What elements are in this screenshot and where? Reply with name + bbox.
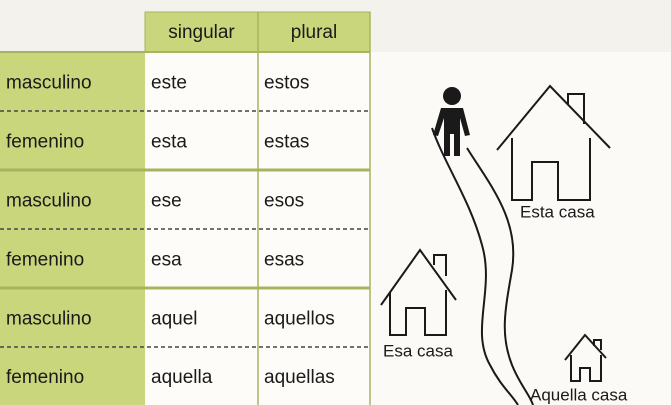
row-label-cell [0,288,145,347]
row-label: masculino [6,73,92,94]
row-label-cell [0,347,145,405]
header-text: singular [168,22,235,43]
cell-text: ese [151,191,182,212]
cell-text: esos [264,191,304,212]
house-middle [380,248,457,336]
row-label-cell [0,111,145,170]
house-near [496,84,611,201]
road-edge [466,147,534,405]
cell-text: estas [264,132,309,153]
house-label: Aquella casa [530,385,628,404]
row-label: masculino [6,191,92,212]
row-label: femenino [6,250,84,271]
row-label-cell [0,170,145,229]
cell-text: este [151,73,187,94]
road-edge [431,127,519,405]
cell-text: aquella [151,367,213,388]
header-text: plural [291,22,337,43]
cell-text: esas [264,250,304,271]
illustration-panel [370,52,671,405]
row-label: femenino [6,132,84,153]
row-label: masculino [6,309,92,330]
house-far [564,333,607,382]
person-head [443,87,461,105]
row-label-cell [0,52,145,111]
person [433,87,470,156]
person-body [433,108,470,156]
cell-text: estos [264,73,309,94]
house-label: Esa casa [383,341,453,360]
table: singular plural masculino este estos femenino… [0,11,371,405]
cell-text: esta [151,132,187,153]
illustration [380,84,611,405]
cell-text: esa [151,250,182,271]
cell-text: aquellos [264,309,335,330]
row-label: femenino [6,367,84,388]
cell-text: aquel [151,309,198,330]
house-label: Esta casa [520,202,595,221]
row-label-cell [0,229,145,288]
cell-text: aquellas [264,367,335,388]
